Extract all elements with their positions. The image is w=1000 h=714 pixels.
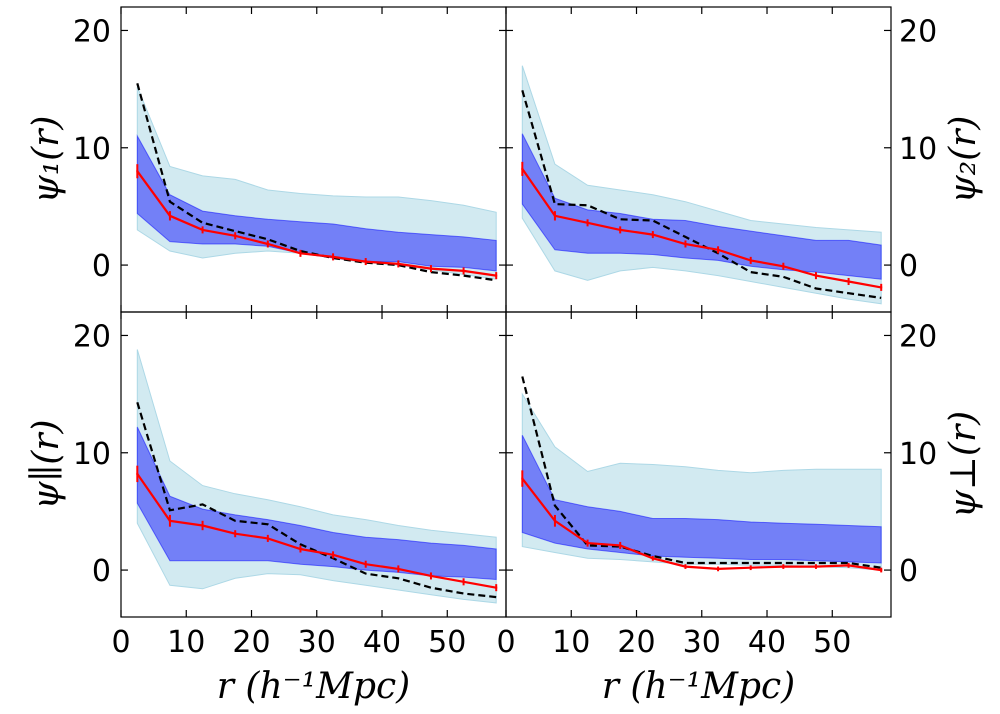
x-tick-label: 30	[298, 625, 336, 660]
x-tick-label: 10	[552, 625, 590, 660]
x-tick-label: 10	[167, 625, 205, 660]
mean-line-1	[136, 170, 497, 277]
x-tick-label: 50	[428, 625, 466, 660]
x-tick-label: 50	[813, 625, 851, 660]
y-tick-label: 10	[73, 132, 111, 167]
y-axis-label-1: ψ₁(r)	[26, 116, 67, 204]
dashed-line-3	[136, 401, 497, 599]
y-tick-label: 10	[899, 437, 937, 472]
mean-line-4	[521, 477, 882, 572]
x-tick-label: 20	[232, 625, 270, 660]
y-axis-label-4: ψ⊥(r)	[943, 411, 984, 518]
outer-band-2	[521, 65, 882, 305]
panel-frame-4	[505, 311, 892, 618]
y-axis-label-3: ψ∥(r)	[26, 419, 67, 509]
x-tick-label: 40	[748, 625, 786, 660]
y-tick-label: 20	[899, 319, 937, 354]
mean-line-2	[521, 168, 882, 289]
x-axis-label: r (h⁻¹Mpc)	[217, 666, 410, 707]
inner-band-4	[521, 434, 882, 564]
mean-line-3	[136, 473, 497, 589]
y-tick-label: 0	[899, 249, 918, 284]
x-axis-label: r (h⁻¹Mpc)	[602, 666, 795, 707]
y-tick-label: 20	[73, 319, 111, 354]
inner-band-2	[521, 133, 882, 280]
y-axis-label-2: ψ₂(r)	[943, 116, 984, 204]
x-tick-label: 40	[363, 625, 401, 660]
y-tick-label: 0	[899, 554, 918, 589]
y-tick-label: 0	[92, 249, 111, 284]
y-tick-label: 20	[73, 14, 111, 49]
x-tick-label: 0	[111, 625, 130, 660]
y-tick-label: 20	[899, 14, 937, 49]
y-tick-label: 10	[73, 437, 111, 472]
inner-band-3	[136, 426, 497, 581]
x-tick-label: 30	[683, 625, 721, 660]
x-tick-label: 0	[496, 625, 515, 660]
y-tick-label: 10	[899, 132, 937, 167]
y-tick-label: 0	[92, 554, 111, 589]
inner-band-1	[136, 134, 497, 272]
dashed-line-2	[521, 89, 882, 299]
outer-band-1	[136, 86, 497, 280]
x-tick-label: 20	[617, 625, 655, 660]
outer-band-3	[136, 349, 497, 604]
